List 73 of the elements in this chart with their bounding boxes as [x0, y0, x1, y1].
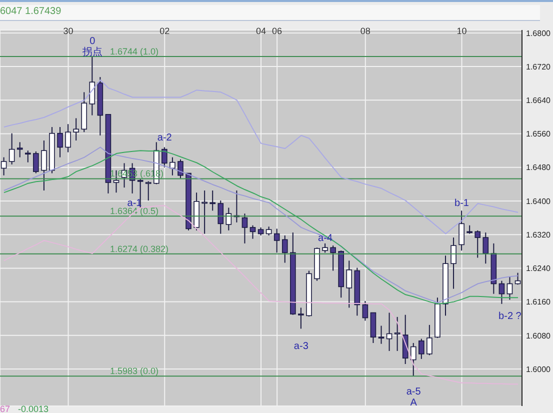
- candlestick: [242, 213, 248, 244]
- y-tick-label: 1.6800: [526, 28, 552, 38]
- ref-line-label: 1.6364 (0.5): [110, 206, 159, 216]
- annotation: a-2: [157, 132, 172, 144]
- candlestick: [394, 316, 400, 352]
- candlestick: [24, 150, 31, 163]
- x-tick-label: 02: [160, 26, 170, 36]
- candlestick: [202, 190, 208, 234]
- y-tick-label: 1.6000: [526, 364, 552, 374]
- candlestick: [41, 140, 47, 191]
- annotation: b-1: [454, 198, 470, 210]
- candlestick: [410, 342, 416, 377]
- y-tick-label: 1.6080: [526, 331, 552, 340]
- annotation: 67: [0, 404, 10, 413]
- candlestick: [33, 150, 39, 174]
- candlestick: [210, 190, 216, 212]
- x-tick-label: 04: [256, 26, 266, 36]
- annotation: A: [410, 398, 418, 409]
- annotation: b-2 ?: [498, 311, 522, 322]
- candlestick: [450, 237, 456, 290]
- candlestick: [226, 207, 232, 231]
- y-tick-label: 1.6560: [526, 130, 552, 139]
- candlestick: [16, 142, 23, 158]
- annotation: 拐点: [81, 46, 102, 58]
- annotation: 0: [90, 36, 96, 47]
- ref-line-label: 1.6744 (1.0): [110, 46, 159, 56]
- candlestick: [218, 200, 224, 234]
- candlestick: [73, 118, 79, 141]
- candlestick: [418, 338, 424, 360]
- candlestick: [378, 325, 384, 344]
- line-series: [4, 79, 518, 234]
- candlestick: [8, 132, 15, 165]
- ref-line-label: 1.6274 (0.382): [110, 244, 169, 254]
- candlestick: [57, 126, 63, 158]
- candlestick: [330, 245, 336, 272]
- annotation: a-5: [406, 386, 422, 398]
- y-tick-label: 1.6320: [526, 230, 552, 240]
- x-tick-label: 10: [456, 26, 467, 36]
- candlestick: [474, 230, 481, 258]
- candlestick: [362, 300, 368, 322]
- annotation: a-3: [294, 341, 309, 352]
- candlestick: [178, 158, 184, 179]
- y-tick-label: 1.6720: [526, 62, 552, 72]
- candlestick: [482, 232, 489, 264]
- candlestick: [458, 210, 464, 252]
- candlestick: [298, 307, 304, 330]
- candlestick: [498, 280, 505, 304]
- y-tick-label: 1.6160: [526, 298, 552, 307]
- candlestick: [89, 56, 96, 116]
- candlestick: [386, 312, 392, 352]
- candlestick: [514, 272, 521, 286]
- candlestick: [506, 276, 513, 300]
- candlestick: [322, 242, 328, 254]
- text: 6047 1.67439: [0, 6, 62, 17]
- candlestick: [274, 228, 280, 254]
- candlestick: [346, 260, 352, 308]
- annotation: -0.0013: [18, 404, 49, 413]
- candlestick: [250, 224, 256, 240]
- candlestick: [426, 324, 432, 356]
- candlestick: [162, 146, 168, 168]
- candlestick: [145, 180, 152, 202]
- candlestick: [282, 234, 288, 264]
- y-tick-label: 1.6400: [526, 196, 552, 206]
- ref-line-label: 1.5983 (0.0): [110, 366, 159, 376]
- candlestick: [0, 156, 7, 176]
- candlestick: [170, 156, 176, 176]
- x-tick-label: 30: [63, 26, 74, 36]
- candlestick: [65, 124, 71, 153]
- x-tick-label: 06: [272, 26, 282, 36]
- y-tick-label: 1.6240: [526, 264, 552, 274]
- y-tick-label: 1.6480: [526, 163, 552, 172]
- y-tick-label: 1.6640: [526, 96, 552, 105]
- x-tick-label: 08: [360, 26, 370, 36]
